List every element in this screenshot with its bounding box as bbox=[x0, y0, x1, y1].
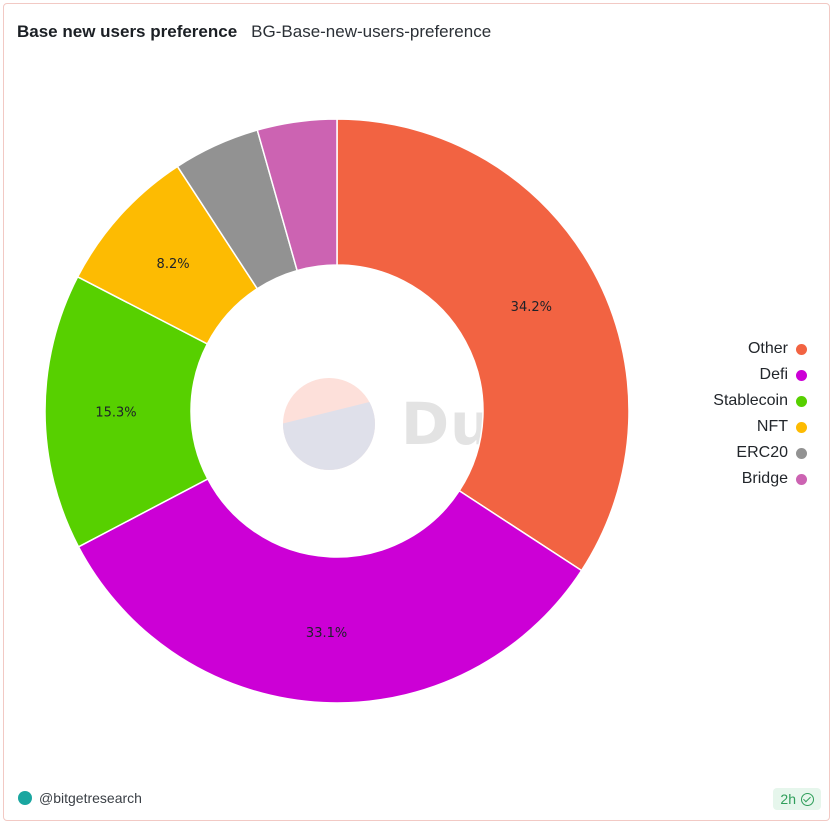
chart-header: Base new users preference BG-Base-new-us… bbox=[17, 22, 491, 42]
check-circle-icon bbox=[801, 792, 814, 806]
legend-dot bbox=[796, 395, 807, 407]
legend-label: NFT bbox=[756, 418, 788, 435]
legend-item-bridge[interactable]: Bridge bbox=[713, 466, 807, 492]
legend-label: Bridge bbox=[741, 470, 788, 487]
legend-item-defi[interactable]: Defi bbox=[713, 362, 807, 388]
slice-other[interactable] bbox=[336, 118, 630, 572]
data-label-stablecoin: 15.3% bbox=[95, 406, 136, 421]
data-label-other: 34.2% bbox=[511, 300, 552, 315]
slice-bridge[interactable] bbox=[256, 118, 338, 272]
dune-logo-icon bbox=[283, 378, 375, 470]
legend-label: Other bbox=[747, 340, 788, 357]
legend-label: Defi bbox=[759, 366, 788, 383]
chart-subtitle: BG-Base-new-users-preference bbox=[251, 22, 492, 41]
legend-item-erc20[interactable]: ERC20 bbox=[713, 440, 807, 466]
slice-defi[interactable] bbox=[77, 477, 583, 704]
legend-item-nft[interactable]: NFT bbox=[713, 414, 807, 440]
legend-label: ERC20 bbox=[736, 444, 788, 461]
legend-item-other[interactable]: Other bbox=[713, 336, 807, 362]
legend-dot bbox=[796, 447, 807, 459]
legend-label: Stablecoin bbox=[713, 392, 788, 409]
author-link[interactable]: @bitgetresearch bbox=[18, 790, 142, 806]
legend-dot bbox=[796, 343, 807, 355]
legend-dot bbox=[796, 421, 807, 433]
chart-legend: Other Defi Stablecoin NFT ERC20 Bridge bbox=[713, 336, 807, 492]
legend-dot bbox=[796, 369, 807, 381]
data-label-defi: 33.1% bbox=[306, 626, 347, 641]
slice-stablecoin[interactable] bbox=[44, 275, 209, 548]
avatar bbox=[18, 791, 32, 805]
age-text: 2h bbox=[780, 791, 796, 807]
author-name: @bitgetresearch bbox=[39, 790, 142, 806]
chart-title: Base new users preference bbox=[17, 22, 238, 41]
refresh-age-badge[interactable]: 2h bbox=[773, 788, 821, 810]
data-label-nft: 8.2% bbox=[157, 257, 190, 272]
legend-item-stablecoin[interactable]: Stablecoin bbox=[713, 388, 807, 414]
legend-dot bbox=[796, 473, 807, 485]
